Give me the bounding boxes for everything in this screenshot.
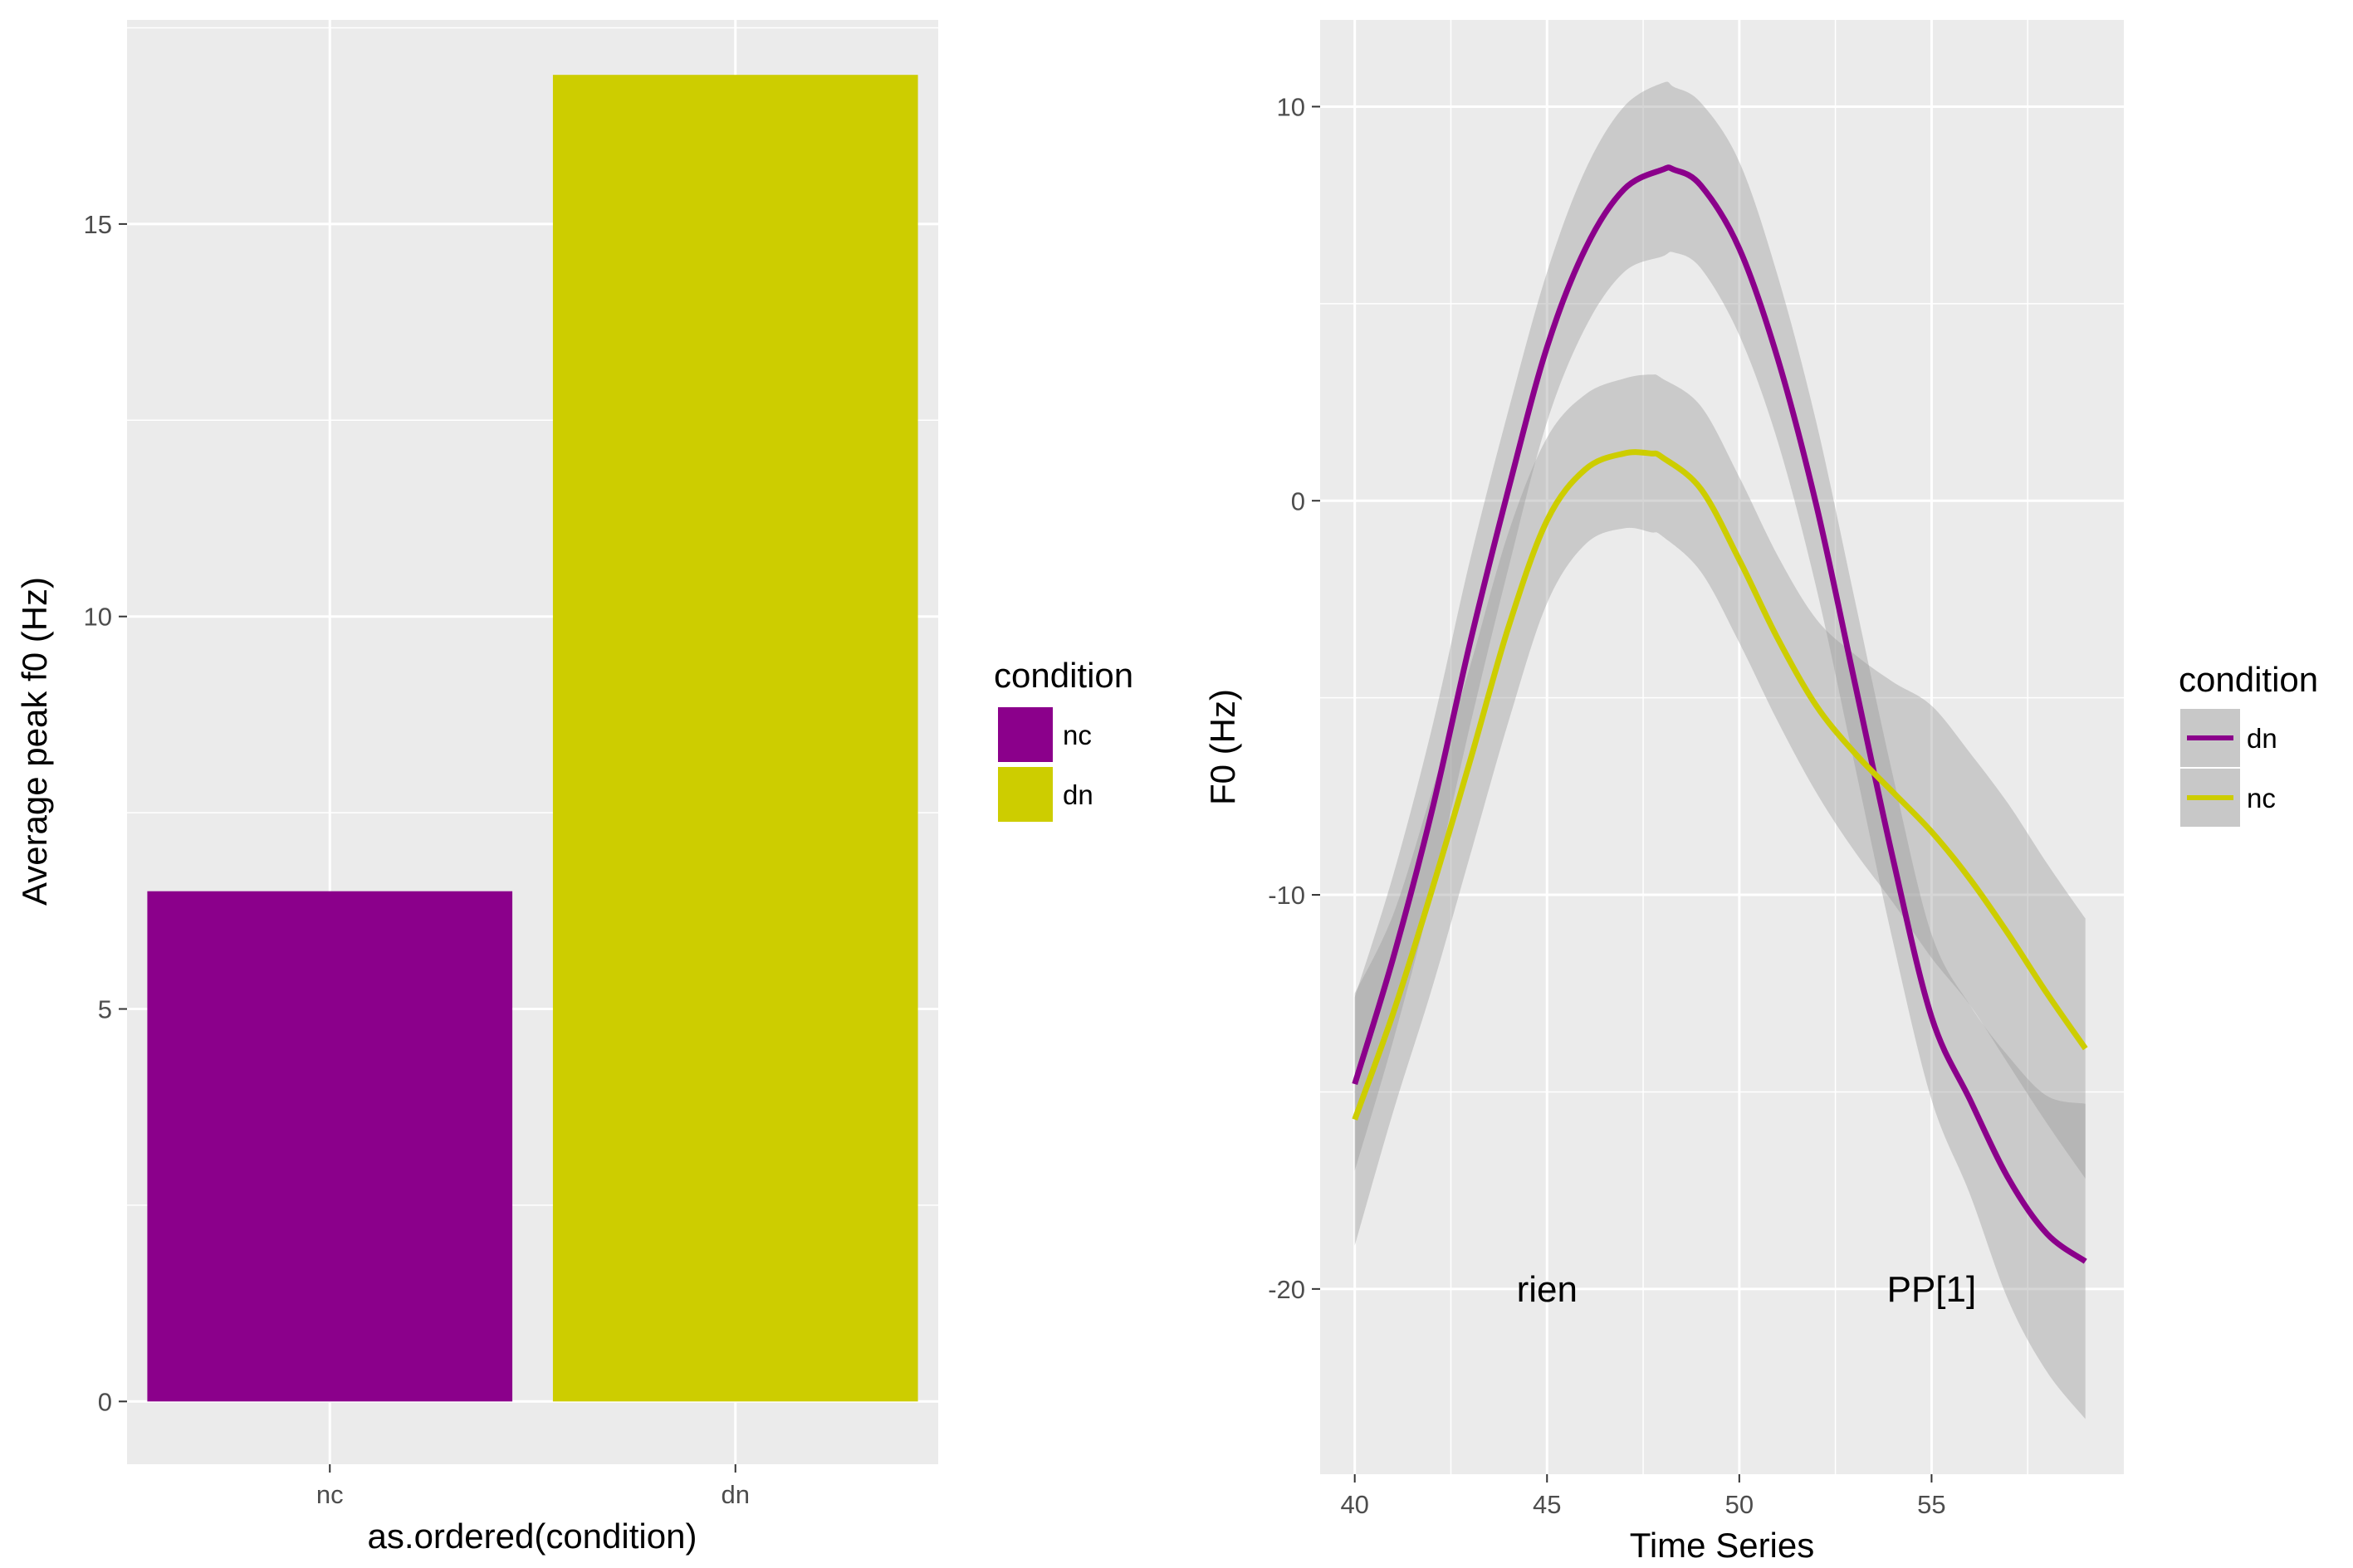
line-confidence-bands (1354, 81, 2086, 1419)
bar-y-tick-label: 15 (84, 210, 112, 239)
line-legend-title: condition (2179, 660, 2318, 699)
bar-marks (147, 75, 918, 1402)
line-y-tick-label: 0 (1291, 486, 1305, 515)
series-line-dn (1352, 164, 2087, 1264)
bar-x-axis-title: as.ordered(condition) (368, 1517, 697, 1556)
bar-x-tick-label: nc (316, 1480, 344, 1509)
line-x-tick-label: 40 (1340, 1490, 1368, 1519)
bar-y-tick-label: 0 (98, 1387, 112, 1416)
annotation-label: rien (1517, 1269, 1578, 1310)
bar-axes: 0 5 10 15 nc dn (84, 210, 750, 1509)
line-x-tick-label: 50 (1725, 1490, 1754, 1519)
line-axes: 40 45 50 55 -20 -10 0 10 (1268, 92, 1945, 1519)
series-line-nc (1352, 449, 2088, 1121)
line-x-tick-label: 55 (1917, 1490, 1945, 1519)
line-series (1352, 164, 2088, 1264)
bar-legend-swatch-dn (998, 767, 1053, 822)
line-y-tick-label: -10 (1268, 881, 1305, 910)
bar-nc (147, 891, 513, 1402)
line-x-tick-label: 45 (1533, 1490, 1561, 1519)
confidence-band-nc (1354, 374, 2086, 1246)
line-legend: condition dn nc (2179, 660, 2318, 827)
bar-legend-label-dn: dn (1063, 779, 1093, 810)
annotation-label: PP[1] (1887, 1269, 1977, 1310)
line-panel-background (1320, 20, 2124, 1474)
bar-legend: condition nc dn (994, 656, 1133, 823)
line-y-axis-title: F0 (Hz) (1203, 689, 1242, 805)
bar-x-tick-label: dn (722, 1480, 750, 1509)
confidence-band-dn (1354, 81, 2086, 1419)
line-legend-label-dn: dn (2247, 723, 2277, 754)
line-annotations: rien PP[1] (1517, 1269, 1977, 1310)
bar-y-tick-label: 10 (84, 603, 112, 632)
bar-legend-title: condition (994, 656, 1133, 695)
bar-dn (552, 75, 918, 1402)
line-y-tick-label: 10 (1277, 92, 1305, 121)
bar-y-tick-label: 5 (98, 995, 112, 1024)
line-x-axis-title: Time Series (1630, 1526, 1815, 1565)
line-legend-label-nc: nc (2247, 783, 2276, 813)
bar-y-axis-title: Average peak f0 (Hz) (15, 577, 54, 906)
bar-legend-swatch-nc (998, 707, 1053, 762)
line-chart: rien PP[1] 40 45 50 55 -20 -10 0 10 F0 (Hz) Time… (1203, 20, 2318, 1565)
line-gridlines (1320, 20, 2124, 1474)
line-y-tick-label: -20 (1268, 1275, 1305, 1304)
bar-legend-label-nc: nc (1063, 720, 1092, 750)
bar-chart: 0 5 10 15 nc dn Average peak f0 (Hz) as.order… (15, 20, 1133, 1556)
